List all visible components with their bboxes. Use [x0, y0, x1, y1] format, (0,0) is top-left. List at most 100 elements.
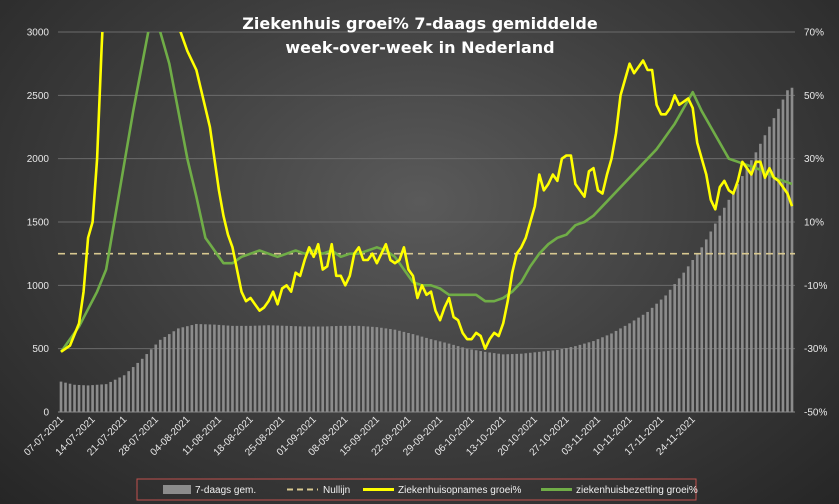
bar: [759, 143, 762, 413]
y-right-tick-label: 30%: [804, 154, 824, 165]
bar: [479, 351, 482, 412]
y-left-tick-label: 3000: [27, 28, 50, 39]
bar: [777, 108, 780, 412]
bar: [389, 329, 392, 412]
bar: [231, 325, 234, 412]
bar: [515, 353, 519, 412]
bar: [131, 367, 135, 412]
bar: [587, 342, 591, 412]
bar: [465, 348, 469, 412]
bar: [371, 326, 374, 412]
bar: [727, 199, 731, 412]
bar: [154, 344, 158, 412]
bar: [664, 295, 667, 412]
bar: [736, 184, 740, 412]
bar: [285, 325, 288, 412]
bar: [763, 135, 767, 412]
bar: [569, 347, 573, 412]
bar: [343, 325, 347, 412]
bar: [438, 341, 442, 412]
bar: [488, 352, 491, 412]
bar: [163, 336, 167, 412]
bar: [325, 326, 329, 412]
y-axis-right: -50% -30% -10% 10% 30% 50% 70%: [804, 28, 827, 419]
bar: [628, 323, 631, 412]
bar: [384, 328, 388, 412]
bar: [700, 247, 704, 412]
bar: [474, 350, 478, 412]
bar: [204, 324, 207, 412]
bar: [339, 325, 343, 412]
chart-title-line-2: week-over-week in Nederland: [285, 38, 554, 57]
bar: [330, 326, 334, 412]
bar: [402, 331, 406, 412]
bar: [551, 350, 555, 412]
bar: [497, 353, 501, 412]
y-right-tick-label: 50%: [804, 91, 824, 102]
bar: [366, 326, 370, 412]
bar: [82, 385, 85, 412]
bar: [718, 215, 722, 412]
bar: [425, 337, 428, 412]
bar: [109, 381, 112, 412]
legend: 7-daags gem. Nullijn Ziekenhuisopnames g…: [136, 478, 698, 501]
bar: [623, 325, 627, 412]
bar: [754, 152, 758, 413]
bar: [249, 325, 252, 412]
bar: [741, 176, 744, 412]
bar: [483, 351, 487, 412]
bar: [786, 90, 789, 413]
bar: [240, 325, 243, 412]
bar: [100, 384, 103, 412]
bar: [280, 325, 284, 412]
bar: [542, 351, 546, 412]
bar: [73, 384, 76, 412]
bar: [118, 377, 121, 412]
bar: [393, 329, 397, 412]
chart-title-line-1: Ziekenhuis groei% 7-daags gemiddelde: [242, 14, 598, 33]
bar: [411, 334, 415, 412]
bar: [456, 346, 460, 412]
bar: [492, 353, 496, 412]
bar: [140, 358, 144, 412]
bar: [195, 323, 198, 412]
bar: [213, 324, 216, 412]
bar: [244, 325, 248, 412]
bar: [695, 253, 699, 412]
bar: [659, 299, 663, 412]
bar: [519, 353, 523, 412]
bar: [294, 326, 297, 412]
legend-label-bars: 7-daags gem.: [195, 485, 256, 496]
ziekenhuisbezetting-line: [59, 32, 793, 353]
bar: [565, 348, 568, 412]
bar: [682, 272, 686, 412]
bar: [443, 342, 446, 412]
bar: [722, 207, 726, 412]
bar: [145, 354, 149, 412]
bar: [686, 266, 690, 412]
bar: [709, 231, 713, 412]
bar: [298, 326, 302, 412]
x-axis: 07-07-202114-07-202121-07-202128-07-2021…: [22, 414, 698, 458]
y-left-tick-label: 1500: [27, 218, 50, 229]
bar: [704, 239, 708, 412]
bar: [127, 371, 131, 412]
bar: [380, 327, 383, 412]
y-right-tick-label: 10%: [804, 218, 824, 229]
bar: [781, 99, 785, 413]
bar: [217, 324, 221, 412]
bar: [95, 384, 99, 412]
bar: [547, 350, 550, 412]
bar: [407, 332, 410, 412]
bar: [136, 362, 140, 412]
bar: [222, 325, 225, 412]
bar: [348, 325, 352, 412]
bar: [271, 325, 275, 412]
bar: [429, 339, 433, 412]
bar: [461, 347, 464, 412]
y-axis-left: 0 500 1000 1500 2000 2500 3000: [27, 28, 50, 419]
bar: [199, 324, 203, 412]
bar: [186, 326, 189, 412]
y-left-tick-label: 1000: [27, 281, 50, 292]
bar: [375, 327, 379, 412]
